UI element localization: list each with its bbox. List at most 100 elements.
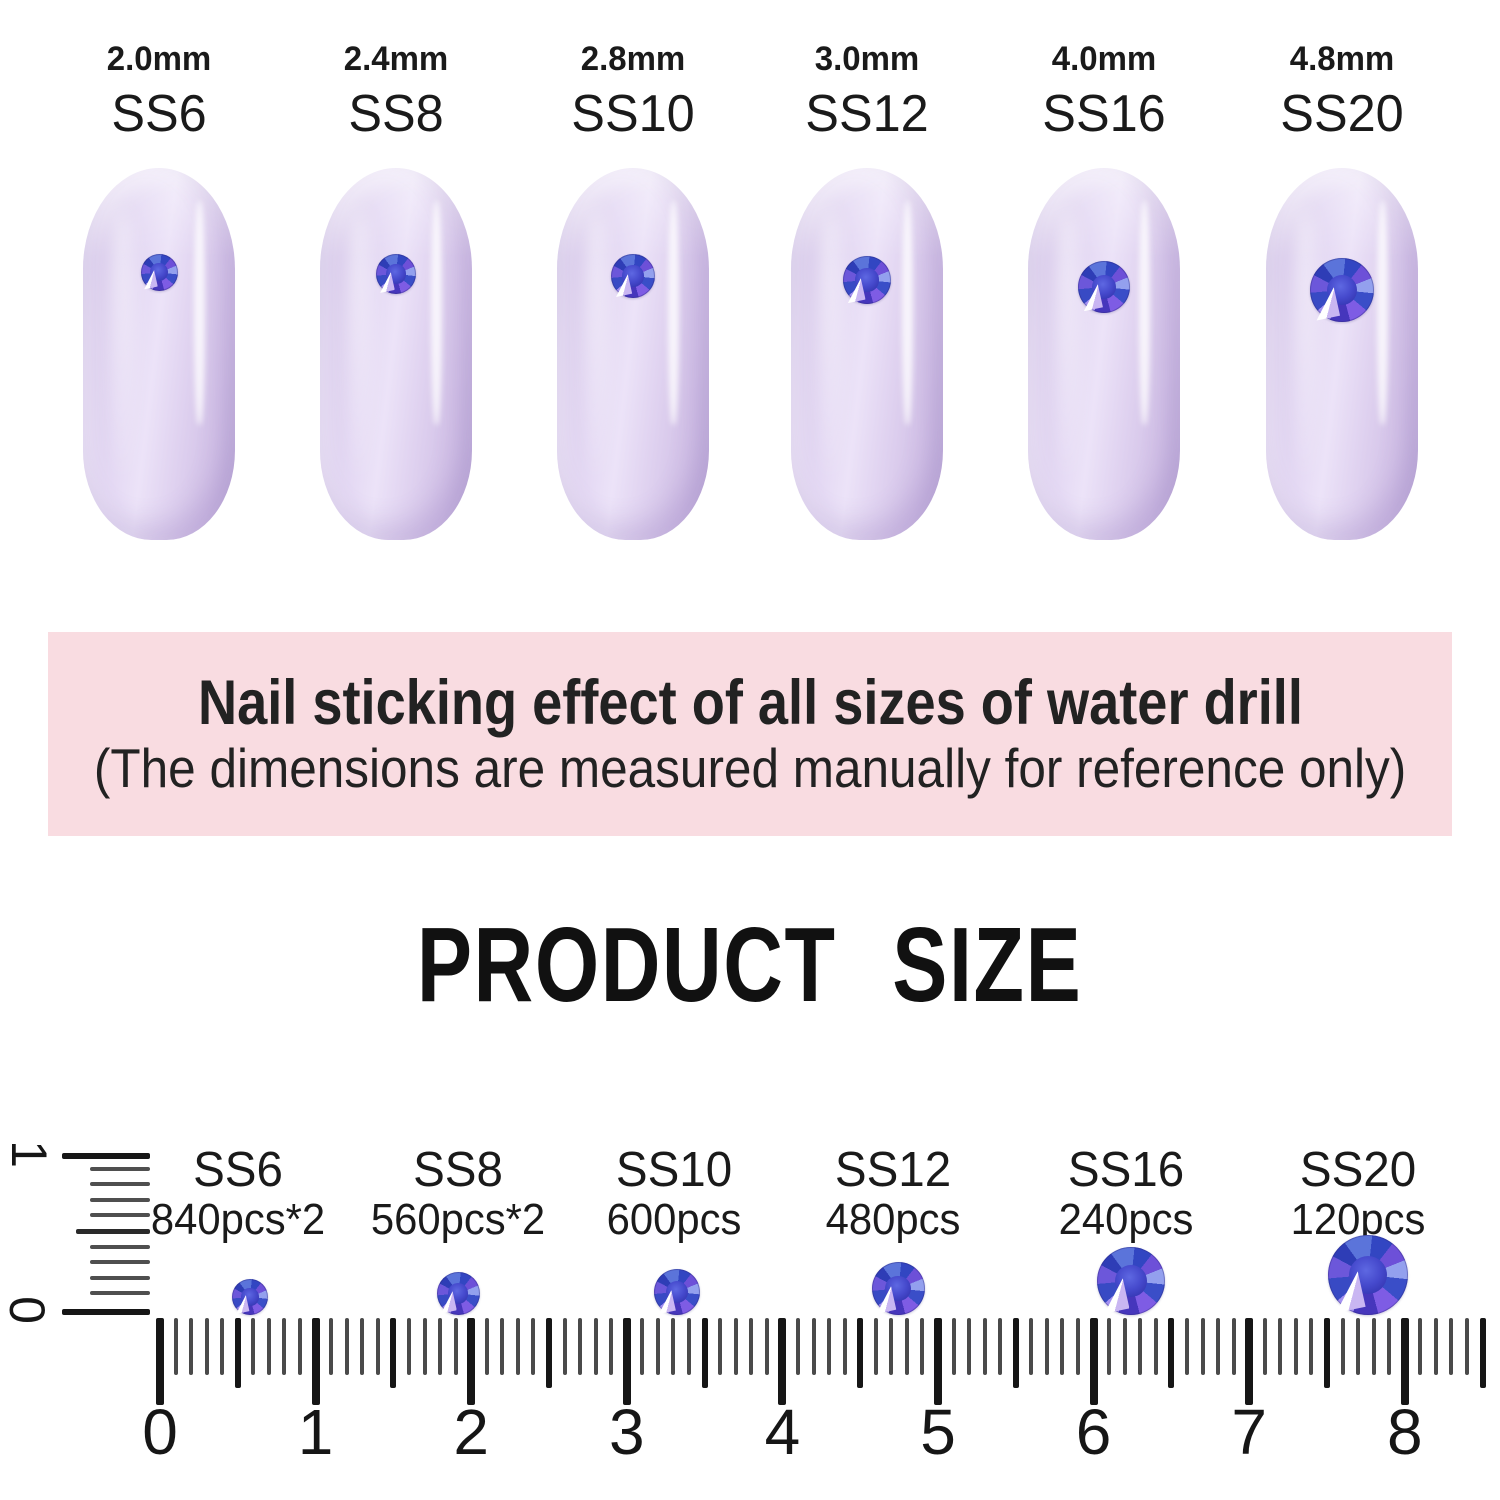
ruler-tick bbox=[905, 1318, 909, 1375]
ruler-tick bbox=[578, 1318, 582, 1375]
ruler-tick bbox=[765, 1318, 769, 1375]
ruler-tick bbox=[438, 1318, 442, 1375]
ruler-tick bbox=[1434, 1318, 1438, 1375]
ruler-tick bbox=[1060, 1318, 1064, 1375]
ruler-tick bbox=[1356, 1318, 1360, 1375]
banner-title: Nail sticking effect of all sizes of wat… bbox=[198, 668, 1303, 739]
chart-ss-label: SS6 bbox=[122, 1146, 355, 1194]
vruler-mm-line bbox=[90, 1260, 150, 1264]
ruler-tick bbox=[1309, 1318, 1313, 1375]
rhinestone-icon bbox=[437, 1272, 480, 1315]
nail-tip bbox=[557, 168, 709, 540]
ruler-tick bbox=[1045, 1318, 1049, 1375]
ruler-tick bbox=[796, 1318, 800, 1375]
ruler-tick bbox=[390, 1318, 396, 1388]
rhinestone-icon bbox=[1097, 1247, 1165, 1315]
ruler-tick bbox=[235, 1318, 241, 1388]
ruler-tick bbox=[812, 1318, 816, 1375]
ruler-tick bbox=[1123, 1318, 1127, 1375]
banner: Nail sticking effect of all sizes of wat… bbox=[48, 632, 1452, 836]
ruler-tick bbox=[827, 1318, 831, 1375]
chart-qty-label: 480pcs bbox=[760, 1198, 1026, 1242]
product-infographic: 2.0mmSS62.4mmSS82.8mmSS103.0mmSS124.0mmS… bbox=[0, 0, 1500, 1500]
banner-subtitle: (The dimensions are measured manually fo… bbox=[94, 738, 1406, 800]
ruler-tick bbox=[1401, 1318, 1409, 1405]
nail-tip bbox=[1028, 168, 1180, 540]
ruler-tick bbox=[1372, 1318, 1376, 1375]
ruler-tick bbox=[1387, 1318, 1391, 1375]
ruler-tick bbox=[1029, 1318, 1033, 1375]
ruler-tick bbox=[329, 1318, 333, 1375]
ruler-number: 0 bbox=[110, 1400, 210, 1464]
ruler-tick bbox=[298, 1318, 302, 1375]
ruler-tick bbox=[174, 1318, 178, 1375]
nail-tip bbox=[320, 168, 472, 540]
chart-ss-label: SS20 bbox=[1242, 1146, 1475, 1194]
ruler-tick bbox=[546, 1318, 552, 1388]
ruler-tick bbox=[1418, 1318, 1422, 1375]
product-size-heading: PRODUCT SIZE bbox=[0, 900, 1500, 1030]
ruler-number: 7 bbox=[1199, 1400, 1299, 1464]
nail-size-ss-label: SS6 bbox=[52, 88, 265, 140]
ruler-tick bbox=[251, 1318, 255, 1375]
ruler-tick bbox=[857, 1318, 863, 1388]
ruler-tick bbox=[1090, 1318, 1098, 1405]
chart-ss-label: SS10 bbox=[558, 1146, 791, 1194]
rhinestone-icon bbox=[1078, 261, 1130, 313]
ruler-tick bbox=[407, 1318, 411, 1375]
nail-tip bbox=[791, 168, 943, 540]
nail-tip bbox=[1266, 168, 1418, 540]
ruler-tick bbox=[563, 1318, 567, 1375]
ruler-tick bbox=[1278, 1318, 1282, 1375]
chart-ss-label: SS12 bbox=[777, 1146, 1010, 1194]
ruler-tick bbox=[345, 1318, 349, 1375]
ruler-number: 8 bbox=[1355, 1400, 1455, 1464]
vruler-cm-line bbox=[62, 1309, 150, 1315]
nail-size-mm-label: 2.4mm bbox=[289, 38, 502, 80]
ruler-tick bbox=[874, 1318, 878, 1375]
nail-size-ss-label: SS10 bbox=[526, 88, 739, 140]
ruler-tick bbox=[983, 1318, 987, 1375]
ruler-tick bbox=[952, 1318, 956, 1375]
ruler-tick bbox=[531, 1318, 535, 1375]
nail-size-mm-label: 3.0mm bbox=[760, 38, 973, 80]
ruler-tick bbox=[718, 1318, 722, 1375]
ruler-tick bbox=[656, 1318, 660, 1375]
ruler-tick bbox=[702, 1318, 708, 1388]
ruler-tick bbox=[360, 1318, 364, 1375]
ruler-number: 2 bbox=[421, 1400, 521, 1464]
rhinestone-icon bbox=[654, 1269, 700, 1315]
ruler-tick bbox=[934, 1318, 942, 1405]
rhinestone-icon bbox=[843, 256, 891, 304]
ruler-number: 4 bbox=[732, 1400, 832, 1464]
ruler-tick bbox=[1245, 1318, 1253, 1405]
ruler-tick bbox=[920, 1318, 924, 1375]
ruler-tick bbox=[609, 1318, 613, 1375]
ruler-tick bbox=[998, 1318, 1002, 1375]
ruler-tick bbox=[1168, 1318, 1174, 1388]
ruler-tick bbox=[156, 1318, 164, 1405]
nail-size-mm-label: 2.8mm bbox=[526, 38, 739, 80]
nail-size-ss-label: SS8 bbox=[289, 88, 502, 140]
ruler-tick bbox=[423, 1318, 427, 1375]
nail-size-ss-label: SS20 bbox=[1235, 88, 1448, 140]
rhinestone-icon bbox=[1310, 258, 1374, 322]
nail-tip bbox=[83, 168, 235, 540]
ruler-tick bbox=[282, 1318, 286, 1375]
ruler-tick bbox=[267, 1318, 271, 1375]
ruler-tick bbox=[500, 1318, 504, 1375]
ruler-tick bbox=[967, 1318, 971, 1375]
vruler-mm-line bbox=[90, 1291, 150, 1295]
nail-size-mm-label: 4.0mm bbox=[997, 38, 1210, 80]
ruler-tick bbox=[734, 1318, 738, 1375]
ruler-tick bbox=[1480, 1318, 1486, 1388]
ruler-tick bbox=[687, 1318, 691, 1375]
ruler-tick bbox=[1449, 1318, 1453, 1375]
ruler-tick bbox=[1216, 1318, 1220, 1375]
ruler-tick bbox=[1185, 1318, 1189, 1375]
ruler-number: 1 bbox=[266, 1400, 366, 1464]
product-size-heading-text: PRODUCT SIZE bbox=[417, 912, 1082, 1018]
ruler-tick bbox=[454, 1318, 458, 1375]
vruler-mm-line bbox=[90, 1276, 150, 1280]
ruler-tick bbox=[1324, 1318, 1330, 1388]
